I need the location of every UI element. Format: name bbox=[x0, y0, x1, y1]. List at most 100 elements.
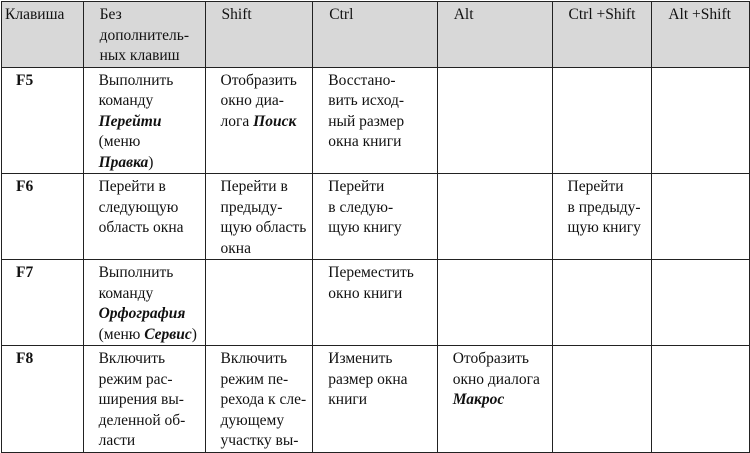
cell-text: Переместить bbox=[328, 264, 414, 281]
cell-text: участку вы- bbox=[220, 432, 299, 449]
cell-line: область окна bbox=[99, 218, 199, 239]
action-cell: Выполнить команду Перейти (меню Правка) bbox=[82, 66, 206, 174]
menu-command-name: Правка bbox=[98, 153, 149, 171]
cell-line: Выполнить bbox=[99, 263, 199, 284]
cell-text: рехода к сле- bbox=[220, 391, 307, 408]
cell-line: Ctrl +Shift bbox=[569, 5, 646, 26]
cell-line: ширения вы- bbox=[99, 390, 199, 411]
cell-text: деленной об- bbox=[98, 411, 186, 429]
cell-text: ласти bbox=[98, 432, 136, 449]
column-header: Ctrl +Shift bbox=[551, 1, 653, 68]
cell-text: команду bbox=[98, 92, 154, 109]
action-cell bbox=[651, 345, 750, 453]
cell-text: размер окна bbox=[328, 370, 408, 388]
header-row: Клавиша Без дополнитель-ных клавиш Shift Ctr… bbox=[1, 1, 750, 68]
cell-line: лога Поиск bbox=[221, 112, 307, 133]
column-header: Клавиша bbox=[1, 1, 84, 68]
cell-text: Без bbox=[99, 6, 122, 23]
cell-line: щую книгу bbox=[568, 218, 646, 239]
table-row: F6 Перейти в следующую область окна Перейти … bbox=[1, 173, 750, 260]
cell-text: ширения вы- bbox=[98, 391, 184, 408]
menu-command-name: Поиск bbox=[253, 112, 297, 130]
cell-line: (меню Сервис) bbox=[99, 325, 199, 345]
cell-line: Перейти bbox=[568, 177, 646, 198]
cell-line: вить исход- bbox=[328, 91, 430, 112]
cell-text: Перейти в bbox=[98, 178, 166, 195]
cell-text: Перейти bbox=[567, 178, 624, 195]
cell-text: Перейти bbox=[328, 178, 385, 195]
cell-text: щую область bbox=[220, 219, 307, 236]
action-cell: Включить режим пе-рехода к сле-дующему уча… bbox=[204, 345, 314, 453]
cell-line: ных клавиш bbox=[99, 46, 199, 66]
cell-line: дополнитель- bbox=[100, 26, 199, 47]
cell-line: Alt bbox=[454, 5, 546, 26]
action-cell bbox=[651, 259, 750, 346]
cell-text: Ctrl +Shift bbox=[568, 6, 636, 23]
column-header: Alt +Shift bbox=[651, 1, 750, 68]
column-header: Ctrl bbox=[312, 1, 438, 68]
cell-line: щую книгу bbox=[328, 218, 430, 239]
cell-line: Перейти в bbox=[221, 177, 307, 198]
action-cell bbox=[551, 345, 653, 453]
cell-line: участку вы- bbox=[220, 431, 307, 451]
action-cell: Отобразить окно диалога Макрос bbox=[436, 345, 553, 453]
menu-command-name: Перейти bbox=[98, 112, 162, 130]
key-cell: F6 bbox=[1, 173, 84, 260]
action-cell: Переместить окно книги bbox=[312, 259, 438, 346]
action-cell: Перейти в следую-щую книгу bbox=[312, 173, 438, 260]
cell-line: в следую- bbox=[328, 198, 430, 219]
table-row: F7 Выполнить команду Орфография (меню Сервис… bbox=[1, 259, 750, 346]
cell-text: ных клавиш bbox=[99, 47, 180, 64]
column-header: Shift bbox=[204, 1, 314, 68]
cell-line: Alt +Shift bbox=[668, 5, 743, 26]
cell-text: предыду- bbox=[220, 198, 283, 216]
action-cell bbox=[551, 259, 653, 346]
cell-text: режим пе- bbox=[220, 370, 289, 388]
key-cell: F8 bbox=[1, 345, 84, 453]
cell-text: ) bbox=[148, 153, 154, 171]
cell-line: Включить bbox=[99, 349, 199, 370]
cell-text: щую книгу bbox=[328, 219, 402, 236]
cell-line: Орфография bbox=[99, 304, 199, 325]
action-cell: Включить режим рас-ширения вы-деленной об… bbox=[82, 345, 206, 453]
cell-text: ный размер bbox=[328, 112, 405, 130]
cell-text: окно диалога bbox=[452, 370, 540, 388]
cell-line: Без bbox=[100, 5, 199, 26]
cell-line: размер окна bbox=[328, 370, 430, 391]
cell-line: Ctrl bbox=[329, 5, 430, 26]
cell-text: окно диа- bbox=[220, 92, 284, 109]
cell-text: область окна bbox=[98, 219, 184, 236]
cell-line: Восстано- bbox=[328, 71, 430, 92]
cell-line: окна bbox=[220, 239, 307, 259]
cell-line: ласти bbox=[98, 431, 199, 451]
action-cell: Перейти в предыду-щую область окна bbox=[204, 173, 314, 260]
menu-command-name: Орфография bbox=[98, 305, 186, 322]
cell-text: команду bbox=[98, 284, 154, 302]
cell-line: Клавиша bbox=[5, 5, 77, 26]
column-header: Alt bbox=[436, 1, 553, 68]
cell-line: команду bbox=[99, 284, 199, 305]
cell-line: окно книги bbox=[328, 284, 430, 305]
cell-text: следующую bbox=[98, 198, 179, 216]
cell-text: окна bbox=[220, 239, 251, 257]
action-cell bbox=[651, 66, 750, 174]
cell-line: режим рас- bbox=[99, 370, 199, 391]
cell-line: Отобразить bbox=[221, 71, 307, 92]
action-cell bbox=[436, 259, 553, 346]
cell-line: дующему bbox=[221, 411, 307, 432]
cell-text: в следую- bbox=[328, 198, 394, 216]
cell-line: (меню bbox=[99, 132, 199, 153]
cell-text: Восстано- bbox=[328, 71, 396, 89]
cell-text: Изменить bbox=[328, 350, 393, 367]
action-cell: Отобразить окно диа-лога Поиск bbox=[204, 66, 314, 174]
cell-text: Выполнить bbox=[98, 71, 174, 89]
cell-line: окна книги bbox=[328, 132, 430, 153]
action-cell: Выполнить команду Орфография (меню Сервис) bbox=[82, 259, 206, 346]
cell-line: Перейти в bbox=[99, 177, 199, 198]
action-cell: Перейти в предыду-щую книгу bbox=[551, 173, 653, 260]
action-cell bbox=[551, 66, 653, 174]
key-cell: F5 bbox=[1, 66, 84, 174]
cell-text: дующему bbox=[220, 411, 285, 429]
cell-text: (меню bbox=[98, 133, 141, 150]
